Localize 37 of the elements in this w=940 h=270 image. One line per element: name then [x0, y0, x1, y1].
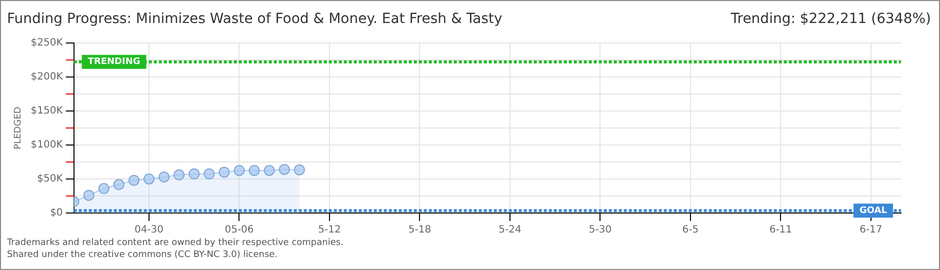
point [204, 168, 215, 180]
point [264, 165, 275, 176]
point [128, 174, 140, 186]
y-tick-label: $100K [30, 140, 64, 151]
x-tick-label: 5-30 [588, 224, 612, 236]
y-tick-label: $50K [37, 174, 64, 185]
y-tick-label: $0 [50, 208, 63, 219]
ref-line-label: GOAL [860, 206, 888, 216]
point [218, 166, 230, 178]
y-tick-label: $200K [30, 72, 64, 83]
ref-line-label: TRENDING [88, 57, 140, 68]
point [234, 165, 245, 176]
point [294, 164, 305, 176]
point [248, 165, 260, 176]
chart-title: Funding Progress: Minimizes Waste of Food & Money. Eat Fresh & Tasty [7, 11, 502, 27]
point [144, 174, 155, 184]
point [98, 183, 110, 194]
text: Shared under the creative commons (CC BY-NC 3.0) license. [7, 250, 278, 260]
y-tick-label: $150K [30, 106, 64, 117]
x-tick-label: 6-17 [860, 224, 882, 236]
y-tick-label: $250K [30, 38, 64, 49]
x-tick-label: 6-5 [682, 224, 699, 236]
point [188, 168, 200, 180]
x-tick-label: 5-24 [498, 224, 522, 236]
text: Trademarks and related content are owned by their respective companies. [6, 238, 344, 248]
point [158, 171, 170, 182]
x-tick-label: 04-30 [134, 224, 164, 236]
x-tick-label: 05-06 [224, 224, 254, 236]
point [113, 178, 124, 190]
x-tick-label: 5-12 [318, 224, 341, 236]
y-axis-title: PLEDGED [14, 106, 24, 150]
x-tick-label: 5-18 [408, 224, 432, 236]
point [83, 190, 94, 201]
x-tick-label: 6-11 [769, 224, 792, 236]
text: Trending: $222,211 (6348%) [730, 11, 931, 27]
point [278, 164, 290, 175]
point [174, 169, 185, 180]
